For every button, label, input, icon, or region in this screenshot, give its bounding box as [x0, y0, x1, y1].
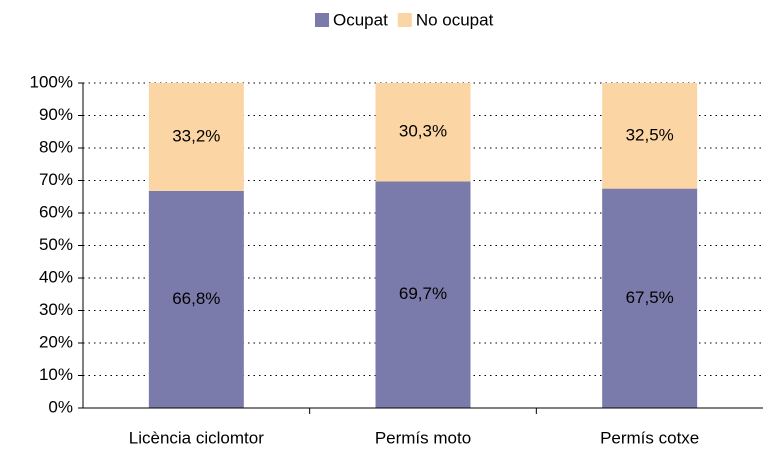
- y-tick-label: 40%: [39, 267, 73, 286]
- value-label: 69,7%: [399, 284, 447, 303]
- bar-segment: [602, 188, 698, 408]
- y-tick-label: 70%: [39, 170, 73, 189]
- legend-label: Ocupat: [333, 10, 388, 29]
- y-tick-label: 30%: [39, 300, 73, 319]
- y-tick-label: 0%: [48, 397, 73, 416]
- y-tick-label: 80%: [39, 137, 73, 156]
- bar-segment: [148, 83, 244, 191]
- y-tick-label: 60%: [39, 202, 73, 221]
- value-label: 67,5%: [626, 288, 674, 307]
- value-label: 30,3%: [399, 122, 447, 141]
- x-tick-label: Permís moto: [375, 428, 471, 447]
- y-tick-label: 10%: [39, 365, 73, 384]
- bar-segment: [375, 83, 471, 182]
- legend-swatch: [397, 13, 412, 27]
- legend-label: No ocupat: [416, 10, 494, 29]
- value-label: 32,5%: [626, 125, 674, 144]
- x-tick-label: Licència ciclomtor: [129, 428, 264, 447]
- bar-segment: [375, 181, 471, 408]
- y-tick-label: 90%: [39, 105, 73, 124]
- bar-segment: [602, 83, 698, 189]
- y-tick-label: 100%: [30, 72, 73, 91]
- y-tick-label: 50%: [39, 235, 73, 254]
- bar-segment: [148, 190, 244, 408]
- x-tick-label: Permís cotxe: [600, 428, 699, 447]
- y-tick-label: 20%: [39, 332, 73, 351]
- legend-swatch: [315, 13, 329, 27]
- value-label: 66,8%: [172, 289, 220, 308]
- value-label: 33,2%: [172, 126, 220, 145]
